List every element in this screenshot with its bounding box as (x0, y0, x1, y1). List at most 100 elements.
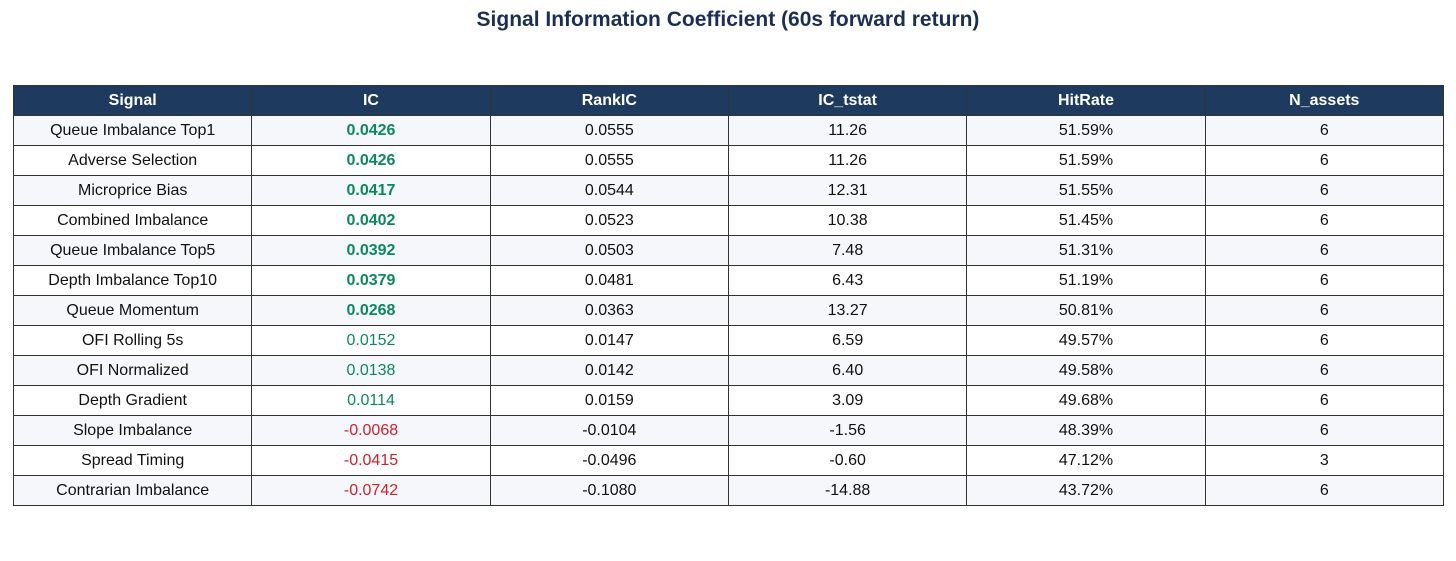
table-cell: 0.0379 (251, 265, 491, 296)
table-cell: 11.26 (727, 115, 968, 146)
column-header: N_assets (1204, 85, 1445, 116)
signal-name: Spread Timing (12, 445, 253, 476)
table-row: Queue Imbalance Top5 0.0392 0.0503 7.48 51.3… (12, 235, 1445, 266)
header-row: Signal IC RankIC IC_tstat HitRate N_assets (12, 85, 1445, 116)
table-cell: 7.48 (727, 235, 968, 266)
table-cell: 6 (1204, 175, 1445, 206)
table-row: Queue Momentum 0.0268 0.0363 13.27 50.81% 6 (12, 295, 1445, 326)
column-header: RankIC (489, 85, 729, 116)
table-row: OFI Normalized 0.0138 0.0142 6.40 49.58% 6 (12, 355, 1445, 386)
table-cell: 0.0114 (251, 385, 491, 416)
table-cell: 0.0402 (251, 205, 491, 236)
signal-name: Contrarian Imbalance (12, 475, 253, 506)
table-row: Depth Imbalance Top10 0.0379 0.0481 6.43 51.… (12, 265, 1445, 296)
table-row: Queue Imbalance Top1 0.0426 0.0555 11.26 51.… (12, 115, 1445, 146)
table-cell: 47.12% (966, 445, 1206, 476)
table-cell: 0.0503 (489, 235, 729, 266)
table-cell: 0.0544 (489, 175, 729, 206)
column-header: IC_tstat (727, 85, 968, 116)
table-cell: 6 (1204, 205, 1445, 236)
signal-name: Microprice Bias (12, 175, 253, 206)
table-cell: 0.0417 (251, 175, 491, 206)
table-row: OFI Rolling 5s 0.0152 0.0147 6.59 49.57% 6 (12, 325, 1445, 356)
table-cell: 0.0523 (489, 205, 729, 236)
table-cell: 12.31 (727, 175, 968, 206)
column-header: Signal (12, 85, 253, 116)
table-cell: 0.0142 (489, 355, 729, 386)
table-cell: 0.0363 (489, 295, 729, 326)
table-cell: -1.56 (727, 415, 968, 446)
table-row: Slope Imbalance -0.0068 -0.0104 -1.56 48.39%… (12, 415, 1445, 446)
table-cell: 0.0426 (251, 115, 491, 146)
table-cell: 0.0159 (489, 385, 729, 416)
table-cell: 6 (1204, 295, 1445, 326)
table-cell: 6 (1204, 355, 1445, 386)
table-header: Signal IC RankIC IC_tstat HitRate N_assets (12, 85, 1445, 116)
table-cell: 51.31% (966, 235, 1206, 266)
table-cell: -0.0415 (251, 445, 491, 476)
table-cell: 50.81% (966, 295, 1206, 326)
table-row: Depth Gradient 0.0114 0.0159 3.09 49.68% 6 (12, 385, 1445, 416)
table-cell: 0.0481 (489, 265, 729, 296)
signal-name: Queue Imbalance Top1 (12, 115, 253, 146)
title: Signal Information Coefficient (60s forw… (476, 8, 980, 31)
table-cell: -14.88 (727, 475, 968, 506)
table-cell: 6 (1204, 385, 1445, 416)
table-cell: 6 (1204, 145, 1445, 176)
table-cell: 0.0555 (489, 145, 729, 176)
table-cell: 0.0138 (251, 355, 491, 386)
signal-name: Queue Momentum (12, 295, 253, 326)
table-cell: 0.0392 (251, 235, 491, 266)
signal-name: Combined Imbalance (12, 205, 253, 236)
table-cell: 3.09 (727, 385, 968, 416)
table-cell: -0.0104 (489, 415, 729, 446)
signal-name: Slope Imbalance (12, 415, 253, 446)
column-header: IC (251, 85, 491, 116)
table-cell: 6 (1204, 115, 1445, 146)
table-cell: 0.0555 (489, 115, 729, 146)
table-cell: 51.59% (966, 115, 1206, 146)
table-cell: 49.58% (966, 355, 1206, 386)
table-row: Adverse Selection 0.0426 0.0555 11.26 51.59%… (12, 145, 1445, 176)
table-cell: -0.0496 (489, 445, 729, 476)
table-cell: 13.27 (727, 295, 968, 326)
table-cell: 51.45% (966, 205, 1206, 236)
table-cell: 6 (1204, 415, 1445, 446)
table-cell: 6 (1204, 265, 1445, 296)
table-cell: 6 (1204, 475, 1445, 506)
signal-name: Queue Imbalance Top5 (12, 235, 253, 266)
table-cell: 0.0426 (251, 145, 491, 176)
signal-name: Adverse Selection (12, 145, 253, 176)
table-cell: 6 (1204, 235, 1445, 266)
table-cell: 0.0147 (489, 325, 729, 356)
table-row: Combined Imbalance 0.0402 0.0523 10.38 51.45… (12, 205, 1445, 236)
table-cell: -0.0068 (251, 415, 491, 446)
table-row: Microprice Bias 0.0417 0.0544 12.31 51.55% 6 (12, 175, 1445, 206)
signal-name: Depth Gradient (12, 385, 253, 416)
table-cell: 10.38 (727, 205, 968, 236)
table-cell: -0.60 (727, 445, 968, 476)
table-cell: 6 (1204, 325, 1445, 356)
table-row: Spread Timing -0.0415 -0.0496 -0.60 47.12% 3 (12, 445, 1445, 476)
table-cell: 3 (1204, 445, 1445, 476)
table-cell: 51.19% (966, 265, 1206, 296)
table-cell: 6.43 (727, 265, 968, 296)
table-cell: 48.39% (966, 415, 1206, 446)
table-cell: 0.0152 (251, 325, 491, 356)
column-header: HitRate (966, 85, 1206, 116)
signal-table: Signal IC RankIC IC_tstat HitRate N_assets Qu… (12, 85, 1445, 506)
table-body: Queue Imbalance Top1 0.0426 0.0555 11.26 51.… (12, 115, 1445, 506)
table-cell: 43.72% (966, 475, 1206, 506)
signal-name: Depth Imbalance Top10 (12, 265, 253, 296)
table-cell: -0.1080 (489, 475, 729, 506)
table-cell: 49.68% (966, 385, 1206, 416)
table-cell: 0.0268 (251, 295, 491, 326)
table-row: Contrarian Imbalance -0.0742 -0.1080 -14.88… (12, 475, 1445, 506)
table-cell: 49.57% (966, 325, 1206, 356)
table-cell: 51.59% (966, 145, 1206, 176)
signal-name: OFI Normalized (12, 355, 253, 386)
table-cell: -0.0742 (251, 475, 491, 506)
table-cell: 6.59 (727, 325, 968, 356)
table-cell: 11.26 (727, 145, 968, 176)
